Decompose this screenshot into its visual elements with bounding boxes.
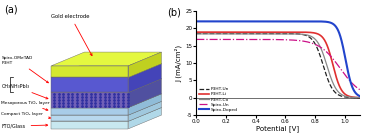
Spiro-Doped xyxy=(320,21,325,22)
Text: Gold electrode: Gold electrode xyxy=(51,14,92,56)
Spiro-Doped xyxy=(300,21,305,22)
Polygon shape xyxy=(128,101,161,121)
P3HT-Li xyxy=(204,31,209,33)
P3HT-Li xyxy=(291,31,295,33)
P3HT-Co xyxy=(300,33,305,35)
Spiro-Un xyxy=(204,39,209,40)
Text: Mesoporous TiO₂ layer: Mesoporous TiO₂ layer xyxy=(1,101,50,110)
Text: (a): (a) xyxy=(4,4,17,14)
Spiro-Un xyxy=(291,39,295,41)
P3HT-Li xyxy=(194,31,199,33)
Polygon shape xyxy=(51,94,161,108)
P3HT-Co xyxy=(295,33,299,35)
Text: CH₃NH₃PbI₃: CH₃NH₃PbI₃ xyxy=(1,84,48,99)
Spiro-Un xyxy=(360,91,365,92)
P3HT-Co xyxy=(194,33,199,35)
Spiro-Un xyxy=(337,67,342,68)
P3HT-Li xyxy=(320,36,325,38)
Polygon shape xyxy=(128,79,161,108)
Spiro-Doped xyxy=(295,21,299,22)
Spiro-Doped xyxy=(291,21,295,22)
Spiro-Doped xyxy=(360,96,365,98)
P3HT-Li xyxy=(300,31,305,33)
Spiro-Un xyxy=(300,40,305,42)
P3HT-Li xyxy=(295,31,299,33)
Y-axis label: J (mA/cm²): J (mA/cm²) xyxy=(175,45,182,82)
Text: Compact TiO₂ layer: Compact TiO₂ layer xyxy=(1,112,50,119)
P3HT-Un xyxy=(295,33,299,35)
P3HT-Co xyxy=(291,33,295,35)
P3HT-Li xyxy=(337,85,342,87)
Spiro-Doped xyxy=(194,21,199,22)
Text: Spiro-OMeTAD
P3HT: Spiro-OMeTAD P3HT xyxy=(1,56,48,83)
P3HT-Un xyxy=(360,97,365,99)
P3HT-Li xyxy=(360,97,365,99)
P3HT-Co xyxy=(360,97,365,99)
Line: Spiro-Doped: Spiro-Doped xyxy=(196,21,363,97)
Legend: P3HT-Un, P3HT-Li, P3HT-Co, Spiro-Un, Spiro-Doped: P3HT-Un, P3HT-Li, P3HT-Co, Spiro-Un, Spi… xyxy=(199,86,239,113)
P3HT-Un xyxy=(194,33,199,34)
Spiro-Un xyxy=(320,48,325,49)
P3HT-Co xyxy=(320,51,325,53)
Polygon shape xyxy=(51,77,128,92)
Line: P3HT-Li: P3HT-Li xyxy=(196,32,363,98)
Polygon shape xyxy=(51,108,161,121)
Polygon shape xyxy=(51,92,128,108)
Polygon shape xyxy=(128,94,161,115)
P3HT-Un xyxy=(300,34,305,35)
P3HT-Un xyxy=(320,62,325,64)
Polygon shape xyxy=(51,79,161,92)
Text: (b): (b) xyxy=(167,8,181,18)
Text: FTO/Glass: FTO/Glass xyxy=(1,124,48,129)
Spiro-Un xyxy=(295,40,299,41)
Polygon shape xyxy=(51,101,161,115)
Polygon shape xyxy=(51,121,128,129)
Line: P3HT-Co: P3HT-Co xyxy=(196,34,363,98)
Polygon shape xyxy=(128,52,161,77)
P3HT-Un xyxy=(291,33,295,35)
Polygon shape xyxy=(128,64,161,92)
Spiro-Doped xyxy=(204,21,209,22)
Line: Spiro-Un: Spiro-Un xyxy=(196,39,363,91)
Polygon shape xyxy=(128,108,161,129)
Polygon shape xyxy=(51,52,161,66)
Polygon shape xyxy=(51,66,128,77)
Spiro-Un xyxy=(194,39,199,40)
Polygon shape xyxy=(51,108,128,115)
P3HT-Co xyxy=(337,92,342,94)
Line: P3HT-Un: P3HT-Un xyxy=(196,34,363,98)
P3HT-Un xyxy=(204,33,209,34)
Polygon shape xyxy=(51,115,128,121)
Polygon shape xyxy=(51,64,161,77)
P3HT-Un xyxy=(337,95,342,96)
Spiro-Doped xyxy=(337,33,342,35)
X-axis label: Potential [V]: Potential [V] xyxy=(257,126,299,132)
P3HT-Co xyxy=(204,33,209,35)
